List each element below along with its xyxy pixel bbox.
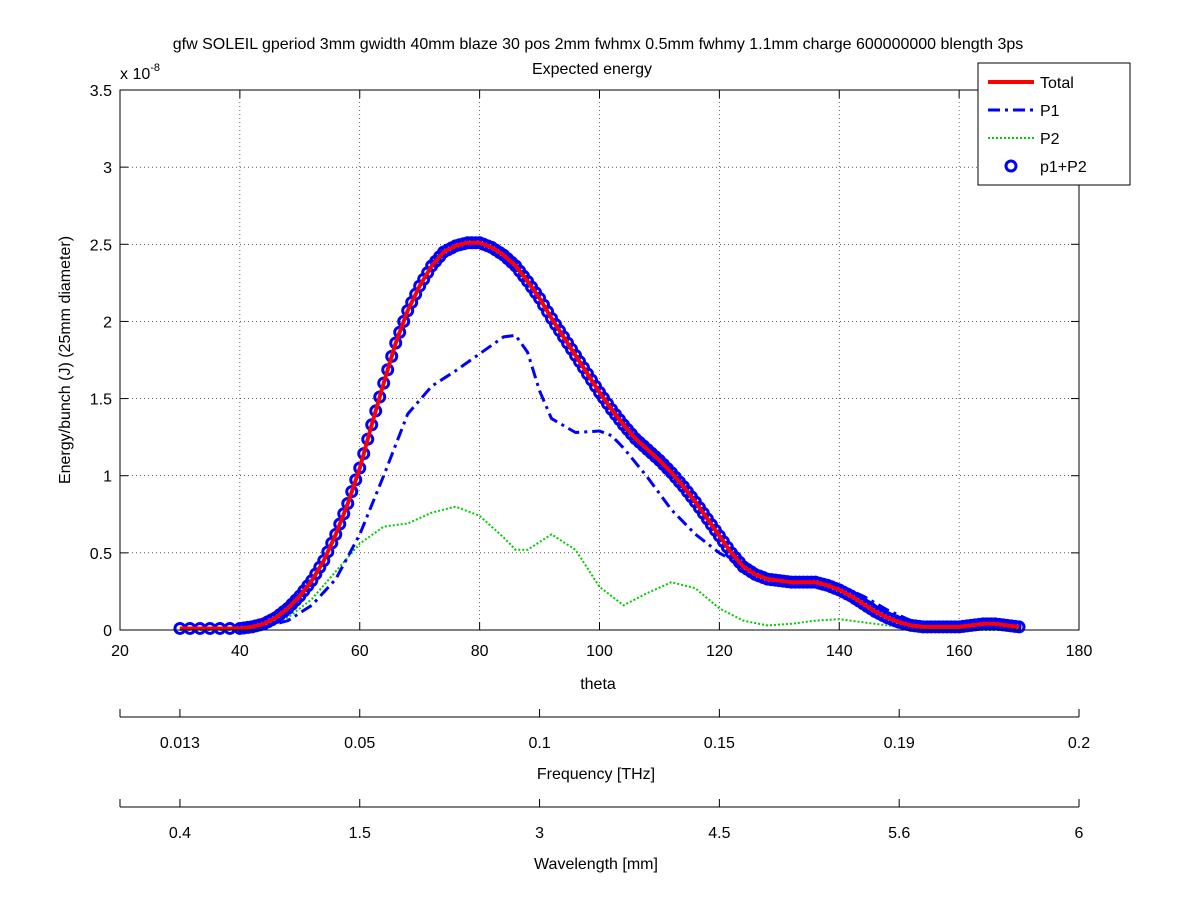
- x-tick-label: 20: [111, 643, 129, 660]
- y-tick-label: 2.5: [90, 237, 112, 254]
- x-tick-label: 140: [826, 643, 853, 660]
- series-p1-line: [179, 333, 1020, 630]
- wavelength-mm-tick-label: 1.5: [349, 825, 371, 842]
- frequency-thz-tick-label: 0.05: [344, 735, 375, 752]
- y-exponent-label: x 10-8: [120, 62, 160, 83]
- chart-title: gfw SOLEIL gperiod 3mm gwidth 40mm blaze…: [173, 36, 1023, 53]
- wavelength-mm-tick-label: 4.5: [708, 825, 730, 842]
- y-tick-label: 3.5: [90, 83, 112, 100]
- wavelength-mm-tick-label: 6: [1075, 825, 1084, 842]
- chart-subtitle: Expected energy: [532, 61, 652, 78]
- frequency-thz-tick-label: 0.013: [160, 735, 200, 752]
- series-p2-line: [179, 505, 1020, 631]
- wavelength-mm-tick-label: 5.6: [888, 825, 910, 842]
- y-tick-label: 3: [103, 160, 112, 177]
- frequency-thz-tick-label: 0.2: [1068, 735, 1090, 752]
- x-tick-label: 80: [471, 643, 489, 660]
- y-tick-label: 0: [103, 623, 112, 640]
- x-tick-label: 180: [1066, 643, 1093, 660]
- wavelength-mm-tick-label: 0.4: [169, 825, 191, 842]
- frequency-thz-tick-label: 0.15: [704, 735, 735, 752]
- x-tick-label: 120: [706, 643, 733, 660]
- x-tick-label: 160: [946, 643, 973, 660]
- y-tick-label: 2: [103, 314, 112, 331]
- frequency-thz-tick-label: 0.19: [884, 735, 915, 752]
- legend-label-total: Total: [1040, 75, 1074, 92]
- y-tick-label: 1: [103, 469, 112, 486]
- y-axis-label: Energy/bunch (J) (25mm diameter): [57, 236, 74, 484]
- axes-frame: [119, 89, 1080, 631]
- wavelength-mm-tick-label: 3: [535, 825, 544, 842]
- series-total-line: [179, 240, 1020, 631]
- frequency-thz-tick-label: 0.1: [528, 735, 550, 752]
- legend-label-p1-p2: p1+P2: [1040, 159, 1087, 176]
- legend-label-p1: P1: [1040, 103, 1060, 120]
- x-tick-label: 40: [231, 643, 249, 660]
- x-tick-label: 60: [351, 643, 369, 660]
- legend-swatch-p1-p2: [1004, 159, 1018, 173]
- plot-area: [120, 90, 1079, 630]
- legend-label-p2: P2: [1040, 131, 1060, 148]
- y-tick-label: 1.5: [90, 392, 112, 409]
- wavelength-mm-axis-label: Wavelength [mm]: [534, 856, 658, 873]
- x-tick-label: 100: [586, 643, 613, 660]
- frequency-thz-axis-label: Frequency [THz]: [537, 766, 655, 783]
- x-axis-label: theta: [580, 676, 616, 693]
- y-tick-label: 0.5: [90, 546, 112, 563]
